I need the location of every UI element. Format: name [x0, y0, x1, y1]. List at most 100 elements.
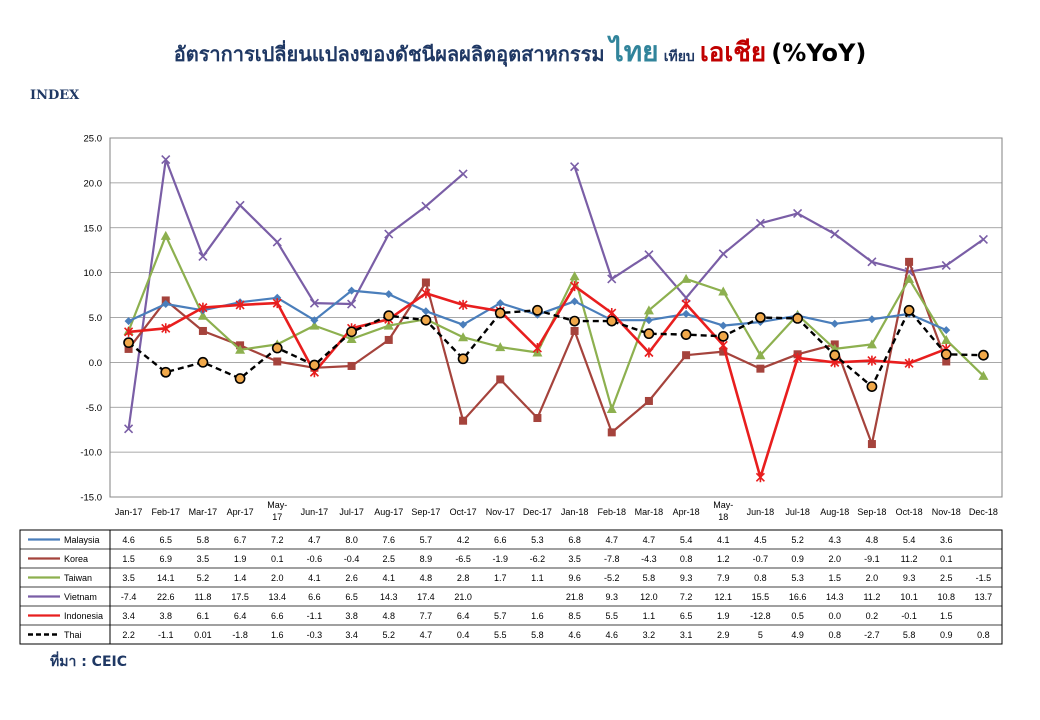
data-label: 6.4	[457, 611, 470, 621]
data-label: 5.8	[903, 630, 916, 640]
data-label: 21.8	[566, 592, 584, 602]
marker-thai	[792, 312, 803, 324]
marker-korea	[421, 278, 430, 287]
data-label: 0.1	[940, 554, 953, 564]
data-label: 3.2	[643, 630, 656, 640]
marker-vietnam	[830, 229, 840, 239]
data-label: -1.1	[307, 611, 323, 621]
marker-indonesia	[421, 288, 431, 299]
data-label: 13.4	[268, 592, 286, 602]
x-tick-label: Nov-17	[486, 507, 515, 517]
data-label: 0.5	[791, 611, 804, 621]
data-label: 5.8	[531, 630, 544, 640]
marker-thai	[903, 304, 915, 316]
y-tick-label: 25.0	[84, 134, 103, 145]
x-tick-label: Jan-18	[561, 507, 589, 517]
marker-taiwan	[755, 350, 766, 360]
series-line-vietnam	[127, 158, 464, 429]
marker-malaysia	[867, 315, 876, 324]
marker-taiwan	[718, 286, 729, 296]
data-label: 3.6	[940, 535, 953, 545]
data-label: 6.5	[159, 535, 172, 545]
marker-vietnam	[644, 250, 654, 260]
data-label: 22.6	[157, 592, 175, 602]
x-tick-label: Feb-18	[597, 507, 626, 517]
data-label: 9.3	[605, 592, 618, 602]
marker-korea	[459, 416, 468, 425]
data-label: 8.0	[345, 535, 358, 545]
data-label: 6.5	[345, 592, 358, 602]
data-label: -0.1	[901, 611, 917, 621]
data-label: 2.5	[382, 554, 395, 564]
x-tick-label: Jun-17	[301, 507, 329, 517]
marker-vietnam	[124, 424, 134, 434]
data-label: 4.6	[568, 630, 581, 640]
data-label: 11.8	[194, 592, 211, 602]
marker-malaysia	[942, 326, 951, 335]
data-label: 0.4	[457, 630, 470, 640]
data-label: -7.4	[121, 592, 137, 602]
data-label: 21.0	[454, 592, 472, 602]
data-label: 2.0	[828, 554, 841, 564]
marker-malaysia	[644, 316, 653, 325]
x-tick-label: Feb-17	[151, 507, 180, 517]
series-line-thai	[127, 309, 984, 388]
data-label: -5.2	[604, 573, 620, 583]
data-label: 0.2	[866, 611, 879, 621]
x-tick-label: Oct-18	[896, 507, 923, 517]
marker-taiwan	[904, 273, 915, 283]
marker-taiwan	[458, 332, 469, 342]
marker-vietnam	[755, 218, 765, 228]
data-label: 14.1	[157, 573, 175, 583]
data-label: 6.7	[234, 535, 247, 545]
data-label: 6.9	[159, 554, 172, 564]
x-tick-label: Sep-18	[857, 507, 886, 517]
x-tick-label: Jul-18	[785, 507, 810, 517]
marker-thai	[383, 310, 395, 322]
marker-vietnam	[347, 299, 357, 309]
marker-malaysia	[384, 290, 393, 299]
source-note: ที่มา : CEIC	[50, 654, 127, 670]
data-label: 5.5	[605, 611, 618, 621]
marker-thai	[829, 349, 841, 361]
data-label: 3.4	[122, 611, 135, 621]
marker-malaysia	[719, 321, 728, 330]
data-label: 4.5	[754, 535, 767, 545]
x-tick-label: Apr-17	[227, 507, 254, 517]
marker-taiwan	[495, 342, 506, 352]
data-label: 9.6	[568, 573, 581, 583]
data-label: 5.4	[903, 535, 916, 545]
series-line-vietnam	[573, 166, 985, 299]
marker-korea	[867, 440, 876, 449]
marker-indonesia	[458, 299, 468, 310]
data-label: 0.8	[828, 630, 841, 640]
marker-malaysia	[682, 309, 691, 318]
data-label: 11.2	[863, 592, 880, 602]
marker-thai	[940, 348, 952, 360]
data-label: 16.6	[789, 592, 807, 602]
y-tick-label: 0.0	[89, 358, 102, 369]
marker-taiwan	[160, 230, 171, 240]
data-label: 14.3	[826, 592, 844, 602]
marker-malaysia	[273, 293, 282, 302]
data-label: 2.8	[457, 573, 470, 583]
y-tick-label: -15.0	[80, 493, 102, 504]
marker-indonesia	[755, 472, 765, 483]
data-label: 2.0	[866, 573, 879, 583]
data-label: 11.2	[901, 554, 918, 564]
marker-indonesia	[904, 358, 914, 369]
data-label: 1.4	[234, 573, 247, 583]
data-label: -6.5	[455, 554, 471, 564]
marker-korea	[682, 351, 691, 360]
data-label: 3.4	[345, 630, 358, 640]
marker-thai	[494, 307, 506, 319]
data-label: -2.7	[864, 630, 880, 640]
data-label: 0.1	[271, 554, 284, 564]
data-label: -6.2	[530, 554, 546, 564]
data-label: -4.3	[641, 554, 657, 564]
data-label: 2.0	[271, 573, 284, 583]
data-label: 0.8	[977, 630, 990, 640]
data-label: 1.9	[234, 554, 247, 564]
data-label: 4.6	[605, 630, 618, 640]
data-label: 5.2	[791, 535, 804, 545]
